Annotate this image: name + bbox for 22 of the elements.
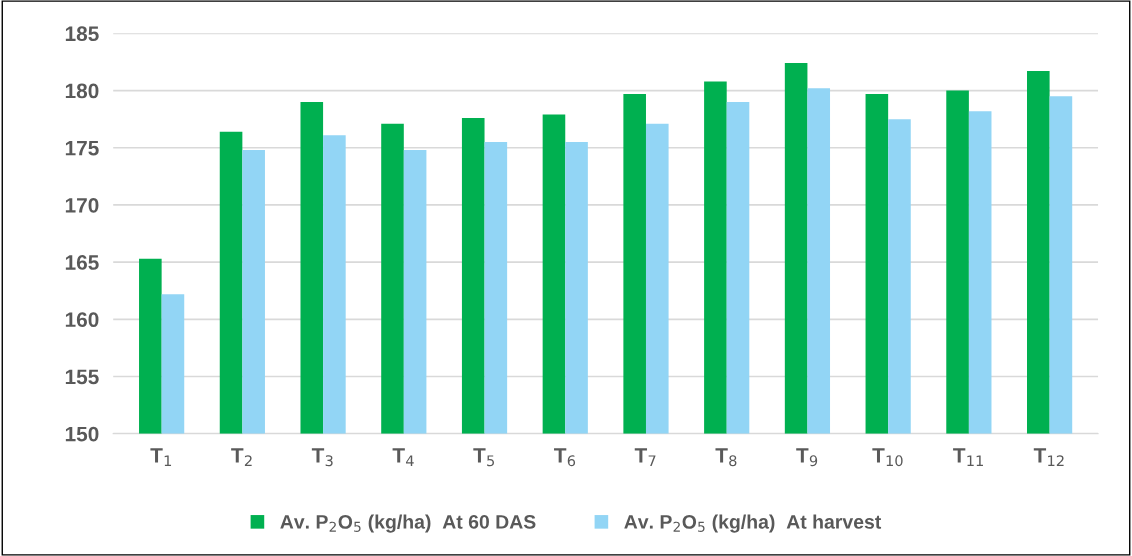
- legend-label: Av. P$_{2}$O$_{5}$ (kg/ha) At 60 DAS: [280, 514, 536, 533]
- y-tick-label: 170: [65, 197, 99, 213]
- x-tick-label: T$_{12}$: [1033, 448, 1064, 467]
- x-tick-label: T$_{3}$: [311, 448, 333, 467]
- y-tick-label: 185: [65, 26, 99, 42]
- y-tick-label: 165: [65, 255, 99, 270]
- y-tick-label: 155: [65, 369, 99, 385]
- x-tick-label: T$_{1}$: [150, 448, 172, 467]
- x-tick-label: T$_{11}$: [953, 448, 983, 467]
- x-tick-label: T$_{5}$: [473, 448, 494, 467]
- x-tick-label: T$_{2}$: [231, 448, 252, 467]
- x-tick-label: T$_{6}$: [554, 448, 576, 467]
- x-tick-label: T$_{7}$: [634, 448, 656, 467]
- y-tick-label: 175: [65, 140, 99, 156]
- x-tick-label: T$_{4}$: [392, 448, 414, 467]
- x-tick-label: T$_{9}$: [796, 448, 818, 467]
- x-tick-label: T$_{8}$: [715, 448, 737, 467]
- legend-label: Av. P$_{2}$O$_{5}$ (kg/ha) At harvest: [624, 514, 882, 533]
- x-tick-label: T$_{10}$: [872, 448, 903, 467]
- y-tick-label: 150: [65, 426, 99, 442]
- y-tick-label: 180: [65, 83, 99, 99]
- y-tick-label: 160: [65, 312, 99, 328]
